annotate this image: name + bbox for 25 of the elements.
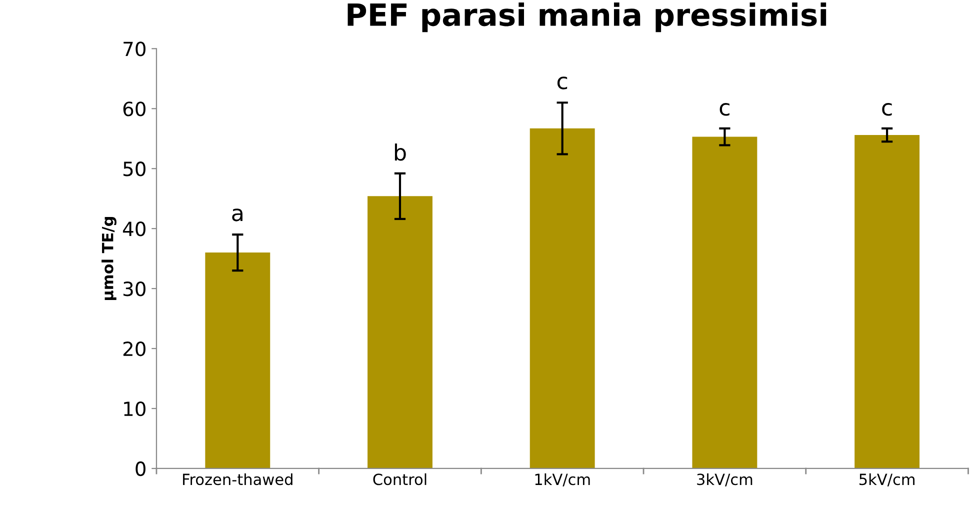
bar [854,135,920,468]
annotation: a [232,208,242,222]
y-tick-label: 70 [124,42,146,56]
bar [692,136,758,468]
y-tick-label: 50 [124,162,146,176]
y-tick-label: 0 [136,461,146,476]
y-tick-label: 20 [123,341,146,356]
annotation: b [394,144,406,161]
x-tick-label: Control [373,473,426,486]
annotation: c [882,103,892,116]
annotation: c [557,76,568,90]
x-tick-label: 1kV/cm [535,473,590,486]
bar [368,196,432,468]
y-tick-label: 10 [124,401,146,416]
x-tick-label: 5kV/cm [860,473,914,486]
bar [205,252,270,468]
y-axis-title: µmol TE/g [102,217,116,300]
x-tick-label: Frozen-thawed [183,473,292,486]
chart-title: PEF parasi mania pressimisi [348,2,826,32]
x-tick-label: 3kV/cm [697,473,752,486]
bar [530,128,595,468]
annotation: c [720,103,730,116]
y-tick-label: 60 [123,102,146,116]
y-tick-label: 30 [123,282,146,296]
y-tick-label: 40 [122,222,146,236]
